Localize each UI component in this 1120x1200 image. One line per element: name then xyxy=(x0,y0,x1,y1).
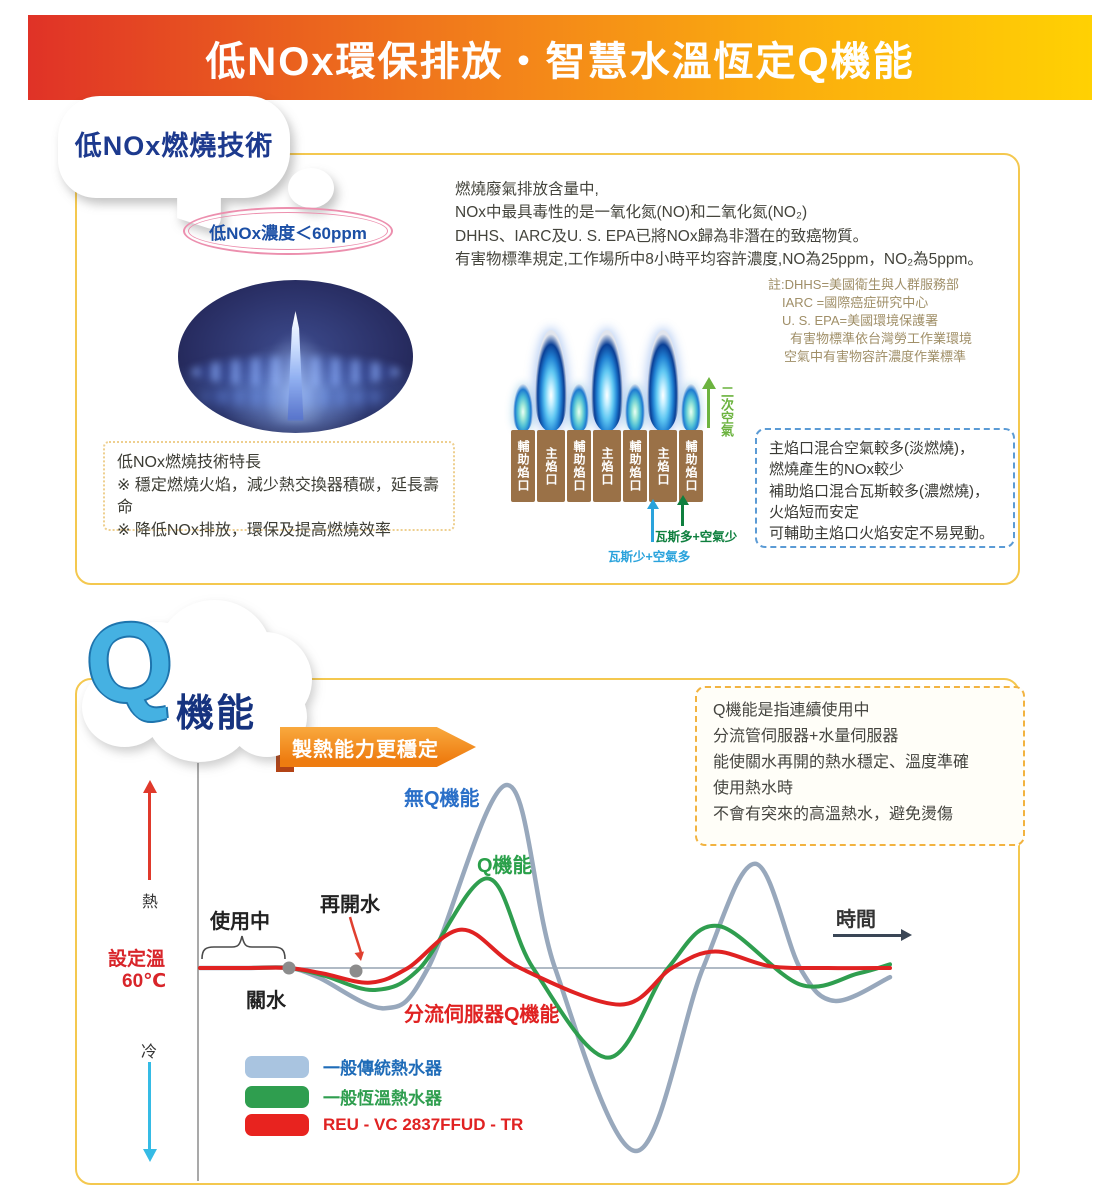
reopen-water-label: 再開水 xyxy=(320,894,380,916)
legend-label-constant: 一般恆溫熱水器 xyxy=(323,1089,442,1108)
main-flame-icon xyxy=(591,330,623,432)
intro-line: DHHS、IARC及U. S. EPA已將NOx歸為非潛在的致癌物質。 xyxy=(455,227,869,245)
callout-line: 火焰短而安定 xyxy=(769,503,860,521)
burner-port-aux: 輔助焰口 xyxy=(567,430,591,502)
callout-line: 主焰口混合空氣較多(淡燃燒)， xyxy=(769,440,974,457)
chart-legend: 一般傳統熱水器 一般恆溫熱水器 REU - VC 2837FFUD - TR xyxy=(245,1054,523,1141)
burner-port-aux: 輔助焰口 xyxy=(623,430,647,502)
burner-port-aux: 輔助焰口 xyxy=(679,430,703,502)
burner-diagram: 輔助焰口 主焰口 輔助焰口 主焰口 輔助焰口 主焰口 輔助焰口 二次空氣 瓦斯多… xyxy=(505,330,755,575)
legend-swatch-constant xyxy=(245,1085,309,1108)
secondary-air-label: 二次空氣 xyxy=(718,385,734,437)
setpoint-label: 設定溫 xyxy=(108,949,166,970)
footnote-line: 空氣中有害物容許濃度作業標準 xyxy=(784,348,967,364)
aux-flame-icon xyxy=(681,384,701,432)
legend-label-reu: REU - VC 2837FFUD - TR xyxy=(323,1115,524,1134)
blue-flame-photo xyxy=(178,280,413,433)
speech-bubble-puff xyxy=(288,168,334,208)
curve-reu-model xyxy=(198,927,892,1007)
no-q-curve-label: 無Q機能 xyxy=(404,788,480,810)
close-water-label: 關水 xyxy=(246,990,286,1012)
aux-flame-icon xyxy=(513,384,533,432)
main-flame-icon xyxy=(647,330,679,432)
feature-line: ※ 穩定燃燒火焰，減少熱交換器積碳，延長壽命 xyxy=(117,476,439,517)
close-water-dot xyxy=(282,961,296,975)
legend-swatch-reu xyxy=(245,1114,309,1136)
footnote-line: 註:DHHS=美國衛生與人群服務部 xyxy=(768,277,960,292)
callout-line: 燃燒產生的NOx較少 xyxy=(769,461,905,479)
chart-y-axis xyxy=(197,763,199,1181)
speech-bubble-low-nox: 低NOx燃燒技術 xyxy=(58,96,334,233)
cold-label: 冷 xyxy=(141,1044,158,1061)
legend-row: 一般恆溫熱水器 xyxy=(245,1084,523,1109)
in-use-brace xyxy=(201,935,286,960)
q-desc-line: 使用熱水時 xyxy=(713,779,794,797)
speech-bubble-body xyxy=(58,96,290,198)
aux-flame-icon xyxy=(569,384,589,432)
reopen-water-dot xyxy=(349,964,363,978)
footnotes: 註:DHHS=美國衛生與人群服務部 IARC =國際癌症研究中心 U. S. E… xyxy=(768,276,1018,366)
hot-label: 熱 xyxy=(142,894,159,911)
burner-port-main: 主焰口 xyxy=(537,430,565,502)
burner-port-main: 主焰口 xyxy=(649,430,677,502)
burner-port-main: 主焰口 xyxy=(593,430,621,502)
intro-line: NOx中最具毒性的是一氧化氮(NO)和二氧化氮(NO₂) xyxy=(455,204,808,222)
flame-mix-callout: 主焰口混合空氣較多(淡燃燒)， 燃燒產生的NOx較少 補助焰口混合瓦斯較多(濃燃… xyxy=(755,428,1015,548)
ribbon-label: 製熱能力更穩定 xyxy=(292,738,439,761)
intro-line: 有害物標準規定,工作場所中8小時平均容許濃度,NO為25ppm，NO₂為5ppm… xyxy=(455,250,983,268)
features-title: 低NOx燃燒技術特長 xyxy=(117,454,262,471)
gas-more-arrow-icon xyxy=(676,495,689,526)
intro-line: 燃燒廢氣排放含量中, xyxy=(455,181,599,198)
ribbon-banner: 製熱能力更穩定 xyxy=(280,727,476,767)
legend-row: REU - VC 2837FFUD - TR xyxy=(245,1114,523,1136)
central-flame xyxy=(287,310,304,421)
low-nox-concentration-stamp: 低NOx濃度＜60ppm xyxy=(183,207,393,255)
top-banner: 低NOx環保排放・智慧水溫恆定Q機能 xyxy=(28,15,1092,100)
gas-more-air-less-label: 瓦斯多+空氣少 xyxy=(655,530,738,544)
gas-less-air-more-label: 瓦斯少+空氣多 xyxy=(608,550,691,564)
gas-less-arrow-icon xyxy=(646,499,659,542)
callout-line: 可輔助主焰口火焰安定不易晃動。 xyxy=(769,525,995,543)
q-desc-line: 不會有突來的高溫熱水，避免燙傷 xyxy=(713,805,954,823)
legend-swatch-traditional xyxy=(245,1055,309,1078)
page-title: 低NOx環保排放・智慧水溫恆定Q機能 xyxy=(205,39,915,84)
temperature-chart xyxy=(198,782,893,1154)
feature-line: ※ 降低NOx排放，環保及提高燃燒效率 xyxy=(117,522,391,540)
low-nox-concentration-text: 低NOx濃度＜60ppm xyxy=(209,223,367,243)
aux-flame-icon xyxy=(625,384,645,432)
callout-line: 補助焰口混合瓦斯較多(濃燃燒)， xyxy=(769,482,989,500)
footnote-line: IARC =國際癌症研究中心 xyxy=(782,294,929,310)
q-function-description-box: Q機能是指連續使用中 分流管伺服器+水量伺服器 能使關水再開的熱水穩定、溫度準確… xyxy=(695,686,1025,846)
q-function-heading: 機能 xyxy=(176,693,257,735)
time-direction-arrow-icon xyxy=(833,929,912,941)
q-desc-line: 能使關水再開的熱水穩定、溫度準確 xyxy=(713,753,970,771)
legend-row: 一般傳統熱水器 xyxy=(245,1054,523,1079)
setpoint-temp-label: 60℃ xyxy=(122,971,167,992)
time-axis-label: 時間 xyxy=(836,909,876,931)
footnote-line: 有害物標準依台灣勞工作業環境 xyxy=(790,330,973,346)
nox-intro-paragraph: 燃燒廢氣排放含量中, NOx中最具毒性的是一氧化氮(NO)和二氧化氮(NO₂) … xyxy=(455,178,1015,271)
q-desc-line: 分流管伺服器+水量伺服器 xyxy=(713,727,899,745)
footnote-line: U. S. EPA=美國環境保護署 xyxy=(782,312,939,328)
curve-traditional xyxy=(198,782,893,1154)
reopen-pointer-arrow xyxy=(348,916,363,954)
low-nox-features-box: 低NOx燃燒技術特長 ※ 穩定燃燒火焰，減少熱交換器積碳，延長壽命 ※ 降低NO… xyxy=(103,441,455,539)
section-heading-low-nox: 低NOx燃燒技術 xyxy=(74,131,274,161)
q-logo: Q xyxy=(79,595,180,730)
cold-direction-arrow-icon xyxy=(142,1062,157,1162)
in-use-label: 使用中 xyxy=(210,911,270,933)
servo-q-curve-label: 分流伺服器Q機能 xyxy=(404,1004,560,1026)
burner-port-aux: 輔助焰口 xyxy=(511,430,535,502)
q-desc-line: Q機能是指連續使用中 xyxy=(713,702,870,719)
secondary-air-arrow-icon xyxy=(701,377,716,428)
main-flame-icon xyxy=(535,330,567,432)
q-curve-label: Q機能 xyxy=(477,855,533,877)
reopen-pointer-arrowhead xyxy=(354,951,364,961)
legend-label-traditional: 一般傳統熱水器 xyxy=(323,1059,442,1078)
hot-direction-arrow-icon xyxy=(142,780,157,880)
